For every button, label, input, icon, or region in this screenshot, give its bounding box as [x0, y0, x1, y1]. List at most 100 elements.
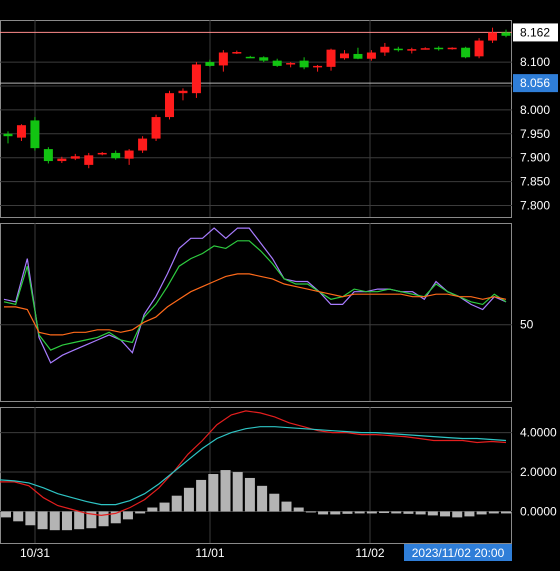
candle-body	[366, 52, 376, 59]
histogram-bar	[403, 511, 414, 514]
histogram-bar	[427, 511, 438, 516]
panel-frame-1	[0, 20, 512, 218]
candle-body	[339, 53, 349, 59]
candle-body	[407, 49, 417, 51]
histogram-bar	[330, 511, 341, 515]
candle-body	[299, 60, 309, 68]
candle-body	[272, 60, 282, 66]
histogram-bar	[196, 479, 207, 512]
price-tick-label: 7.850	[520, 175, 550, 189]
last-price-label: 8.162	[520, 25, 550, 39]
histogram-bar	[208, 474, 219, 512]
histogram-bar	[379, 511, 390, 514]
candle-body	[111, 152, 121, 159]
candle-body	[393, 48, 403, 51]
histogram-bar	[1, 511, 11, 518]
histogram-bar	[159, 502, 170, 512]
histogram-bar	[257, 485, 268, 512]
histogram-bar	[98, 511, 109, 527]
price-tick-label: 8.000	[520, 103, 550, 117]
candle-body	[501, 32, 511, 36]
histogram-bar	[147, 507, 158, 512]
candle-body	[97, 152, 107, 155]
price-tick-label: 7.800	[520, 199, 550, 213]
oscillator-tick-label: 50	[520, 318, 534, 332]
histogram-bar	[25, 511, 36, 526]
histogram-bar	[269, 493, 280, 512]
histogram-bar	[501, 511, 511, 514]
candle-body	[259, 57, 269, 61]
price-tick-label: 7.950	[520, 127, 550, 141]
histogram-bar	[244, 477, 255, 512]
panel-frame-3	[0, 407, 512, 544]
marker-price-label-box	[513, 74, 558, 93]
candle-body	[218, 52, 228, 66]
candle-body	[16, 125, 26, 138]
histogram-bar	[37, 511, 48, 530]
x-axis-label: 11/01	[195, 546, 224, 560]
price-tick-label: 7.900	[520, 151, 550, 165]
candle-body	[178, 90, 188, 94]
histogram-bar	[281, 501, 292, 512]
histogram-bar	[391, 511, 402, 514]
histogram-bar	[318, 511, 329, 515]
candle-body	[326, 49, 336, 67]
candle-body	[380, 46, 390, 53]
candle-body	[205, 62, 215, 66]
candle-body	[30, 120, 40, 149]
macd-series-line	[0, 426, 507, 506]
candle-body	[488, 32, 498, 41]
histogram-bar	[61, 511, 72, 531]
candle-body	[420, 48, 430, 50]
marker-price-label: 8.056	[520, 76, 550, 90]
histogram-bar	[122, 511, 133, 520]
histogram-bar	[342, 511, 353, 514]
macd-tick-label: 2.0000	[520, 465, 557, 479]
histogram-bar	[415, 511, 426, 515]
last-price-label-box	[513, 23, 558, 42]
histogram-bar	[171, 495, 182, 512]
histogram-bar	[135, 511, 146, 514]
oscillator-series-line	[3, 227, 507, 364]
histogram-bar	[232, 472, 243, 512]
candle-body	[353, 53, 363, 59]
histogram-bar	[183, 487, 194, 512]
price-tick-label: 8.100	[520, 55, 550, 69]
macd-tick-label: 4.0000	[520, 426, 557, 440]
histogram-bar	[464, 511, 475, 517]
candle-body	[461, 47, 471, 58]
histogram-bar	[354, 511, 365, 514]
histogram-bar	[476, 511, 487, 515]
histogram-bar	[366, 511, 377, 514]
cursor-time-label: 2023/11/02 20:00	[412, 546, 505, 560]
histogram-bar	[110, 511, 121, 524]
candle-body	[286, 63, 296, 65]
candle-body	[232, 52, 242, 54]
candle-body	[138, 138, 148, 151]
cursor-time-label-box	[404, 544, 512, 561]
histogram-bar	[440, 511, 451, 517]
histogram-bar	[305, 511, 316, 513]
histogram-bar	[74, 511, 85, 530]
candle-body	[245, 56, 255, 59]
panel-frame-2	[0, 223, 512, 402]
macd-tick-label: 0.0000	[520, 504, 557, 518]
histogram-bar	[488, 511, 499, 514]
candle-body	[474, 40, 484, 57]
histogram-bar	[220, 470, 231, 512]
x-axis-label: 11/02	[355, 546, 384, 560]
macd-series-line	[0, 410, 507, 517]
candle-body	[84, 155, 94, 165]
candle-body	[165, 93, 175, 118]
histogram-bar	[452, 511, 463, 518]
candle-body	[447, 47, 457, 50]
candle-body	[124, 150, 134, 159]
candle-body	[70, 156, 80, 159]
histogram-bar	[49, 511, 60, 531]
candle-body	[191, 64, 201, 94]
candle-body	[43, 149, 53, 162]
candle-body	[313, 65, 323, 68]
histogram-bar	[13, 511, 24, 522]
